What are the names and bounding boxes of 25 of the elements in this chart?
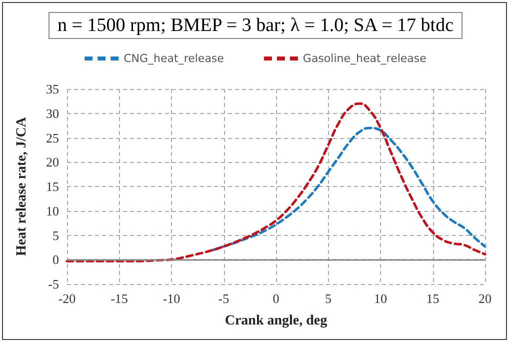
line-series xyxy=(66,102,486,262)
y-tick-label: 5 xyxy=(52,228,59,243)
x-tick-label: -15 xyxy=(110,291,128,306)
y-tick-label: 10 xyxy=(46,203,59,218)
legend-label: Gasoline_heat_release xyxy=(302,52,427,65)
x-tick-label: -10 xyxy=(162,291,180,306)
y-tick-label: 15 xyxy=(46,179,59,194)
y-tick-label: 30 xyxy=(46,106,59,121)
x-tick-label: -20 xyxy=(58,291,76,306)
y-tick-label: 0 xyxy=(52,252,59,268)
x-axis-title: Crank angle, deg xyxy=(224,314,328,328)
x-tick-label: 10 xyxy=(374,291,387,306)
chart-title: n = 1500 rpm; BMEP = 3 bar; λ = 1.0; SA = 17 btdc xyxy=(57,15,454,36)
y-tick-label: 25 xyxy=(46,130,59,146)
y-tick-label: -5 xyxy=(48,276,59,292)
legend-label: CNG_heat_release xyxy=(124,52,224,65)
y-tick-label: 35 xyxy=(46,82,59,96)
x-tick-label: 0 xyxy=(272,291,280,306)
line-series xyxy=(212,126,486,252)
x-tick-label: 20 xyxy=(478,291,492,306)
y-axis-title: Heat release rate, J/CA xyxy=(14,116,30,256)
y-tick-label: 20 xyxy=(46,154,59,170)
x-tick-label: -5 xyxy=(218,291,230,306)
x-tick-label: 15 xyxy=(426,291,440,306)
x-tick-label: 5 xyxy=(325,291,332,306)
